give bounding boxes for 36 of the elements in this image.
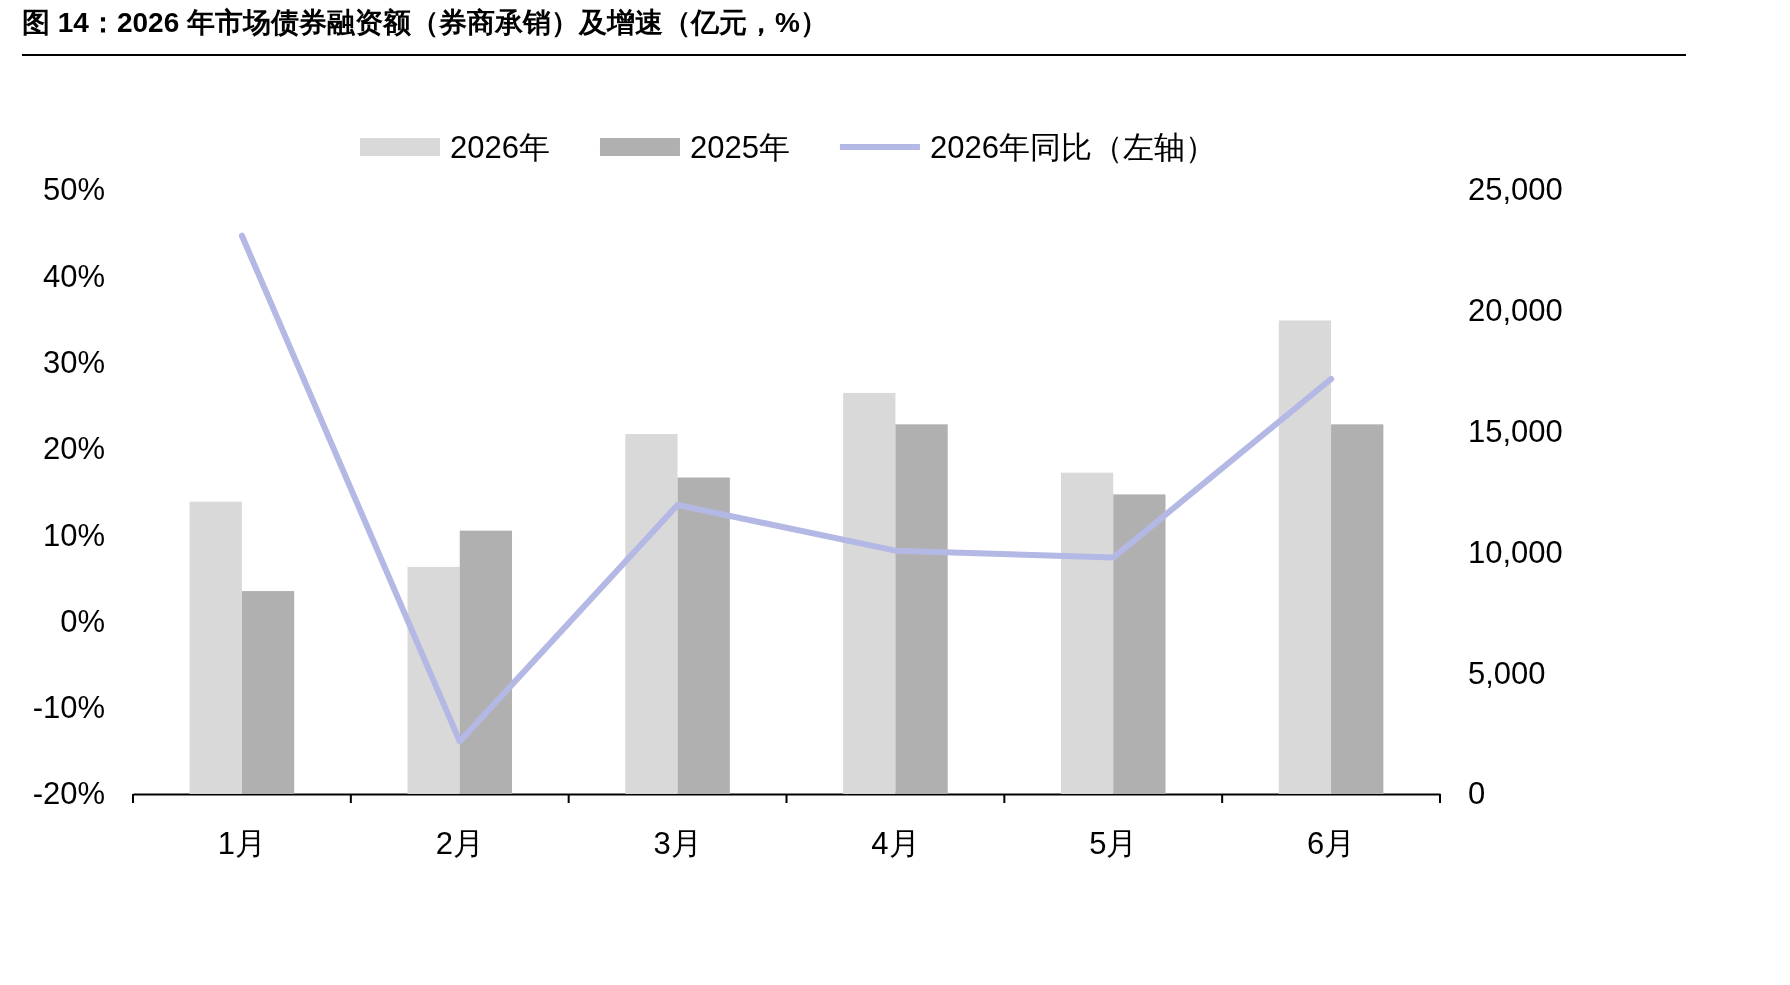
legend-label: 2026年同比（左轴）: [929, 130, 1216, 165]
bar: [1060, 472, 1114, 794]
bar: [241, 591, 295, 794]
bar: [625, 434, 678, 794]
x-tick-label: 3月: [653, 826, 702, 862]
y2-tick-label: 15,000: [1468, 414, 1563, 450]
y-tick-label: 0%: [60, 603, 105, 639]
y-tick-label: -10%: [32, 690, 105, 726]
bar: [189, 501, 242, 794]
x-tick-label: 5月: [1089, 826, 1138, 862]
bar: [1278, 320, 1332, 794]
x-tick-label: 2月: [435, 826, 484, 862]
x-tick-label: 1月: [217, 826, 267, 862]
y-tick-label: 10%: [42, 517, 105, 553]
y-tick-label: 50%: [42, 172, 105, 208]
bar: [895, 424, 948, 794]
y-tick-label: 30%: [42, 344, 105, 380]
legend-label: 2026年: [450, 130, 550, 165]
y2-tick-label: 0: [1468, 776, 1486, 812]
bar: [1331, 424, 1384, 794]
x-tick-label: 4月: [871, 826, 920, 862]
y-tick-label: -20%: [32, 776, 105, 812]
y2-tick-label: 25,000: [1468, 172, 1563, 208]
bar: [843, 392, 896, 794]
x-tick-label: 6月: [1306, 826, 1356, 862]
bar: [459, 530, 513, 794]
chart-title: 图 14：2026 年市场债券融资额（券商承销）及增速（亿元，%）: [22, 4, 1686, 56]
y2-tick-label: 20,000: [1468, 293, 1563, 329]
y2-tick-label: 5,000: [1468, 655, 1546, 691]
bar: [1113, 494, 1166, 794]
y-tick-label: 40%: [42, 258, 105, 294]
legend-label: 2025年: [689, 130, 790, 165]
bar: [407, 566, 460, 794]
bar: [677, 477, 730, 794]
y-tick-label: 20%: [42, 431, 105, 467]
y2-tick-label: 10,000: [1468, 534, 1563, 570]
